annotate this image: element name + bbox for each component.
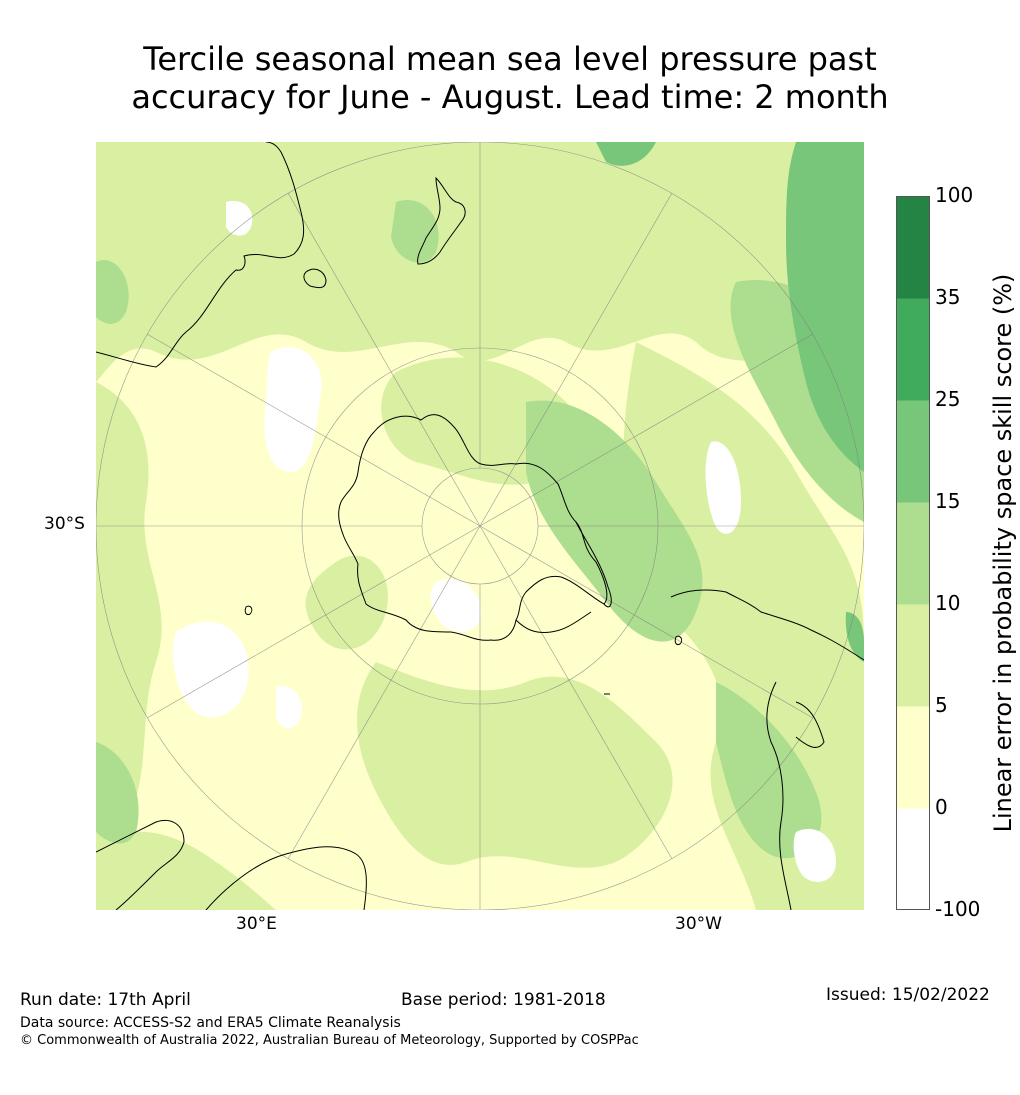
colorbar-tick-label: 15 xyxy=(935,489,961,513)
antarctic-peninsula xyxy=(575,521,612,608)
chart-title-line-1: Tercile seasonal mean sea level pressure… xyxy=(143,40,877,78)
base-period: Base period: 1981-2018 xyxy=(401,990,606,1010)
coastlines xyxy=(96,142,864,910)
polar-map xyxy=(96,142,864,910)
patch-5-10-south xyxy=(357,662,673,868)
patch-neg-7 xyxy=(226,201,253,236)
new-zealand-coast xyxy=(417,176,466,265)
colorbar-bin--100-0 xyxy=(896,808,930,910)
colorbar-tick-label: 10 xyxy=(935,591,961,615)
meridian-30f xyxy=(479,525,814,719)
patch-neg-6 xyxy=(793,828,836,882)
colorbar-frame xyxy=(896,196,930,910)
south-america-east-coast xyxy=(795,701,825,748)
lon-label-30e: 30°E xyxy=(236,914,277,934)
colorbar-bin-10-15 xyxy=(896,502,930,605)
africa-coast xyxy=(96,819,185,910)
australia-coast xyxy=(96,142,305,368)
graticule xyxy=(96,142,864,910)
meridian-30d xyxy=(479,333,814,527)
colorbar-bin-0-5 xyxy=(896,706,930,809)
patch-10-15-east xyxy=(526,400,703,642)
patch-5-10-west xyxy=(96,382,162,862)
patch-15-25-top xyxy=(596,142,656,166)
south-america-west-coast xyxy=(766,681,792,910)
data-source: Data source: ACCESS-S2 and ERA5 Climate … xyxy=(20,1015,401,1031)
tasmania-coast xyxy=(303,268,327,289)
colorbar-tick-label: 0 xyxy=(935,795,948,819)
south-america-coast xyxy=(670,589,864,661)
colorbar-tick-label: 5 xyxy=(935,693,948,717)
patch-neg-4 xyxy=(276,686,302,729)
island-2 xyxy=(674,635,683,645)
patch-10-15-southeast xyxy=(716,682,822,859)
patch-neg-3 xyxy=(172,621,249,718)
colorbar-bin-35-100 xyxy=(896,196,930,299)
patch-15-25-ne xyxy=(786,142,864,472)
antarctica-coast xyxy=(338,414,608,641)
run-date: Run date: 17th April xyxy=(20,990,191,1010)
patch-5-10-sw xyxy=(96,831,276,910)
colorbar-tick-label: -100 xyxy=(935,897,981,921)
patch-neg-5 xyxy=(430,578,481,632)
patch-neg-2 xyxy=(705,441,741,534)
colorbar-bin-5-10 xyxy=(896,604,930,707)
colorbar-tick-label: 35 xyxy=(935,285,961,309)
meridian-30g xyxy=(287,525,481,860)
meridian-30h xyxy=(479,525,673,860)
meridian-30b xyxy=(479,192,673,527)
meridian-30e xyxy=(146,525,481,719)
patch-15-25-east xyxy=(845,612,864,662)
meridian-30a xyxy=(287,192,481,527)
colorbar-tick-label: 100 xyxy=(935,183,974,207)
issued-date: Issued: 15/02/2022 xyxy=(826,985,990,1005)
colorbar-tick-label: 25 xyxy=(935,387,961,411)
colorbar-bin-15-25 xyxy=(896,400,930,503)
antarctica-east-coast xyxy=(515,611,592,633)
madagascar-coast xyxy=(205,846,367,910)
patch-10-15-nw xyxy=(96,260,129,324)
colorbar-label: Linear error in probability space skill … xyxy=(989,273,1017,833)
colorbar xyxy=(896,196,930,910)
chart-title: Tercile seasonal mean sea level pressure… xyxy=(0,40,1020,116)
lon-label-30w: 30°W xyxy=(675,914,722,934)
copyright: © Commonwealth of Australia 2022, Austra… xyxy=(20,1033,639,1048)
patch-10-15-west xyxy=(96,742,139,844)
meridian-30c xyxy=(146,333,481,527)
patch-10-15-north xyxy=(391,200,439,263)
chart-title-line-2: accuracy for June - August. Lead time: 2… xyxy=(131,78,889,116)
lat-label-30s: 30°S xyxy=(44,514,85,534)
island-1 xyxy=(244,605,253,615)
colorbar-bin-25-35 xyxy=(896,298,930,401)
patch-neg-1 xyxy=(264,346,322,472)
